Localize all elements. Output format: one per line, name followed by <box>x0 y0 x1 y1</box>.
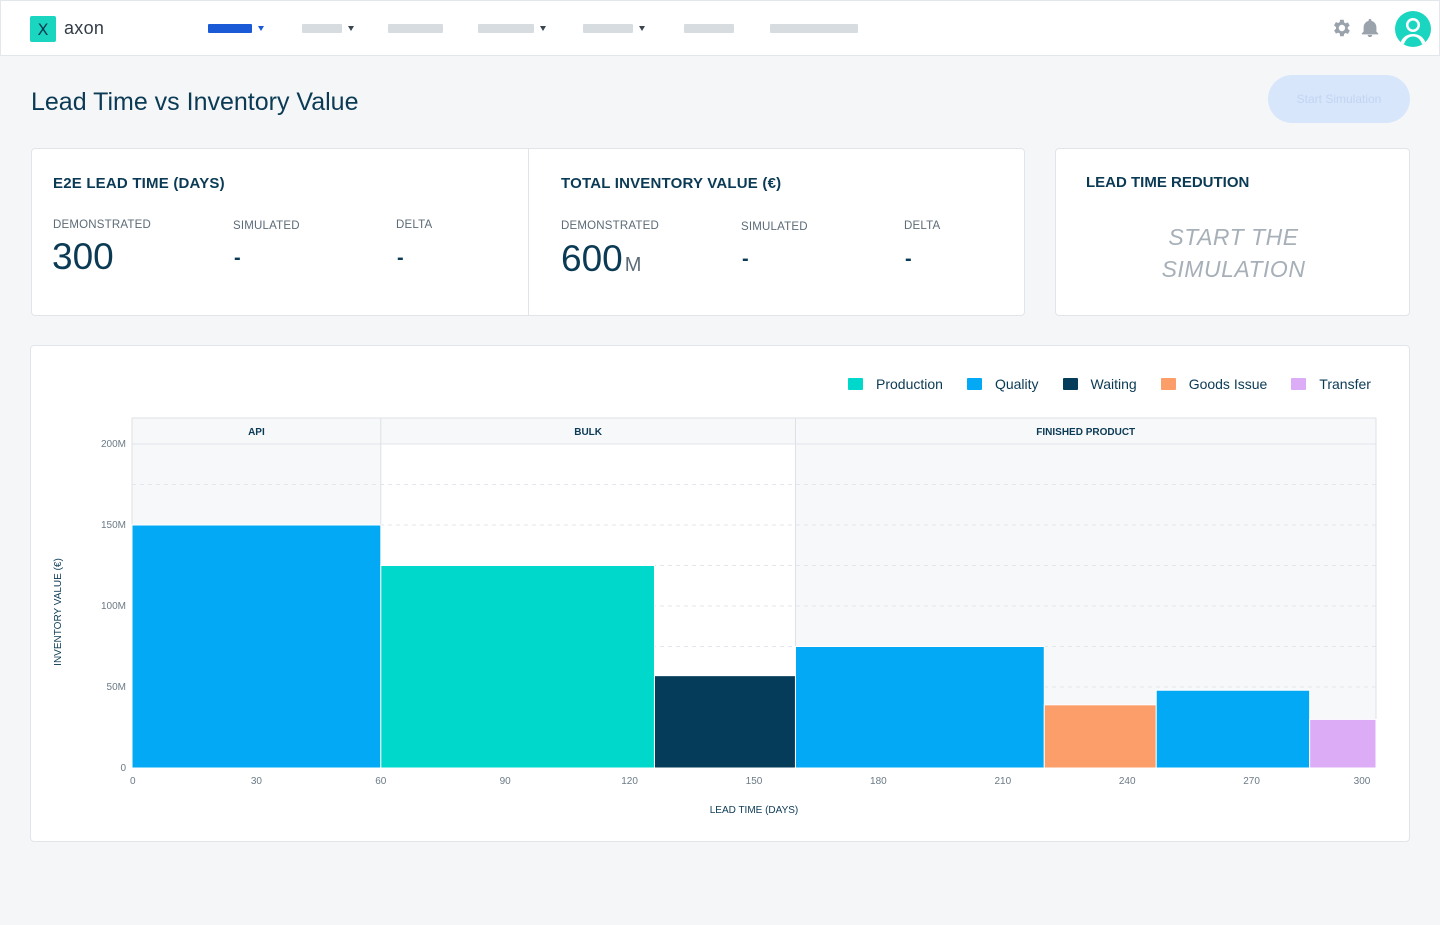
top-navigation-bar: X axon <box>0 0 1440 56</box>
chevron-down-icon <box>258 25 264 31</box>
kpi-panel: E2E LEAD TIME (DAYS) DEMONSTRATED 300 SI… <box>31 148 1025 316</box>
reduction-title: LEAD TIME REDUTION <box>1086 174 1250 191</box>
lead-time-demonstrated-value: 300 <box>52 236 114 277</box>
logo-glyph: X <box>37 19 49 39</box>
inventory-simulated-label: SIMULATED <box>741 221 808 233</box>
lead-time-simulated-label: SIMULATED <box>233 220 300 232</box>
legend-swatch <box>1062 378 1078 390</box>
inventory-demonstrated-value: 600 M <box>561 238 641 280</box>
inventory-value-number: 600 <box>561 238 623 279</box>
nav-item-3[interactable] <box>388 22 443 34</box>
legend-swatch <box>966 378 982 390</box>
chart-y-tick-label: 50M <box>107 682 126 693</box>
legend-label: Production <box>876 376 943 392</box>
chart-bar-production <box>380 565 655 769</box>
logo-icon[interactable]: X <box>30 16 56 42</box>
legend-swatch <box>1160 378 1176 390</box>
chart-section-label: FINISHED PRODUCT <box>1036 427 1135 438</box>
lead-time-kpi-title: E2E LEAD TIME (DAYS) <box>53 175 225 192</box>
legend-swatch <box>1291 378 1307 390</box>
legend-label: Waiting <box>1090 376 1137 392</box>
chart-bar-transfer <box>1309 718 1377 769</box>
chart-x-tick-label: 240 <box>1119 776 1136 787</box>
legend-swatch <box>848 378 863 390</box>
chart-legend: Production Quality Waiting Goods Issue Trans… <box>848 376 1395 392</box>
inventory-delta-label: DELTA <box>904 220 941 232</box>
gear-icon[interactable] <box>1330 17 1352 39</box>
nav-item-4[interactable] <box>478 22 546 34</box>
nav-item-6[interactable] <box>684 22 734 34</box>
nav-item-label-placeholder <box>302 23 342 33</box>
nav-item-label-placeholder <box>388 23 443 33</box>
lead-time-simulated-value: - <box>234 247 241 269</box>
chart-y-tick-label: 100M <box>101 601 126 612</box>
legend-label: Transfer <box>1319 376 1371 392</box>
nav-item-7[interactable] <box>770 22 858 34</box>
chart-x-tick-label: 210 <box>994 776 1011 787</box>
inventory-delta-value: - <box>905 248 912 270</box>
chart-y-tick-label: 150M <box>101 520 126 531</box>
chart-x-tick-label: 270 <box>1243 776 1260 787</box>
chart-x-tick-label: 0 <box>130 776 136 787</box>
nav-item-label-placeholder <box>583 23 633 33</box>
chart-y-tick-label: 200M <box>101 439 126 450</box>
legend-item-transfer[interactable]: Transfer <box>1291 376 1371 392</box>
chart-bar-goods-issue <box>1043 704 1157 769</box>
nav-item-label-placeholder <box>770 23 858 33</box>
legend-label: Quality <box>994 376 1039 392</box>
lead-time-delta-label: DELTA <box>396 219 433 231</box>
chevron-down-icon <box>540 25 546 31</box>
user-avatar-icon[interactable] <box>1395 11 1431 47</box>
nav-item-5[interactable] <box>583 22 645 34</box>
legend-item-quality[interactable]: Quality <box>966 376 1039 392</box>
chart-x-axis-title: LEAD TIME (DAYS) <box>710 805 799 816</box>
bell-icon[interactable] <box>1359 17 1381 39</box>
reduction-message-line1: START THE <box>1168 224 1299 250</box>
chart-x-tick-label: 180 <box>870 776 887 787</box>
chart-section-header-strip <box>131 417 1377 445</box>
nav-item-label-placeholder <box>684 23 734 33</box>
lead-time-delta-value: - <box>397 247 404 269</box>
inventory-value-unit: M <box>624 254 642 276</box>
chart-section-label: BULK <box>574 427 603 438</box>
inventory-demonstrated-label: DEMONSTRATED <box>561 220 660 232</box>
inventory-simulated-value: - <box>742 248 749 270</box>
avatar-silhouette <box>1400 18 1426 44</box>
chart-x-tick-label: 30 <box>251 776 263 787</box>
app-name[interactable]: axon <box>64 18 105 38</box>
chart-x-tick-label: 60 <box>375 776 387 787</box>
kpi-divider <box>528 149 529 315</box>
chart-bar-quality <box>1155 689 1311 769</box>
page-title: Lead Time vs Inventory Value <box>31 88 359 116</box>
legend-item-waiting[interactable]: Waiting <box>1062 376 1137 392</box>
legend-item-production[interactable]: Production <box>848 376 943 392</box>
lead-time-reduction-card: LEAD TIME REDUTION START THE SIMULATION <box>1055 148 1410 316</box>
nav-item-label-placeholder <box>208 23 252 33</box>
start-simulation-button[interactable]: Start Simulation <box>1268 75 1410 123</box>
chevron-down-icon <box>348 25 354 31</box>
chevron-down-icon <box>639 25 645 31</box>
chart-x-tick-label: 120 <box>621 776 638 787</box>
chart-bar-quality <box>131 524 382 769</box>
chart-y-axis-title: INVENTORY VALUE (€) <box>53 558 64 666</box>
reduction-message-line2: SIMULATION <box>1161 256 1306 282</box>
nav-item-label-placeholder <box>478 23 534 33</box>
chart-bar-waiting <box>653 675 796 769</box>
chart-x-tick-label: 150 <box>746 776 763 787</box>
legend-item-goods-issue[interactable]: Goods Issue <box>1160 376 1268 392</box>
chart-section-label: API <box>248 427 265 438</box>
nav-item-1[interactable] <box>208 22 264 34</box>
reduction-placeholder-message: START THE SIMULATION <box>1056 221 1411 285</box>
chart-y-tick-label: 0 <box>120 763 126 774</box>
lead-time-demonstrated-label: DEMONSTRATED <box>53 219 152 231</box>
nav-item-2[interactable] <box>302 22 354 34</box>
legend-label: Goods Issue <box>1188 376 1268 392</box>
chart-x-tick-label: 300 <box>1354 776 1371 787</box>
inventory-kpi-title: TOTAL INVENTORY VALUE (€) <box>561 175 782 192</box>
chart-bar-quality <box>794 646 1045 769</box>
chart-x-tick-label: 90 <box>500 776 512 787</box>
